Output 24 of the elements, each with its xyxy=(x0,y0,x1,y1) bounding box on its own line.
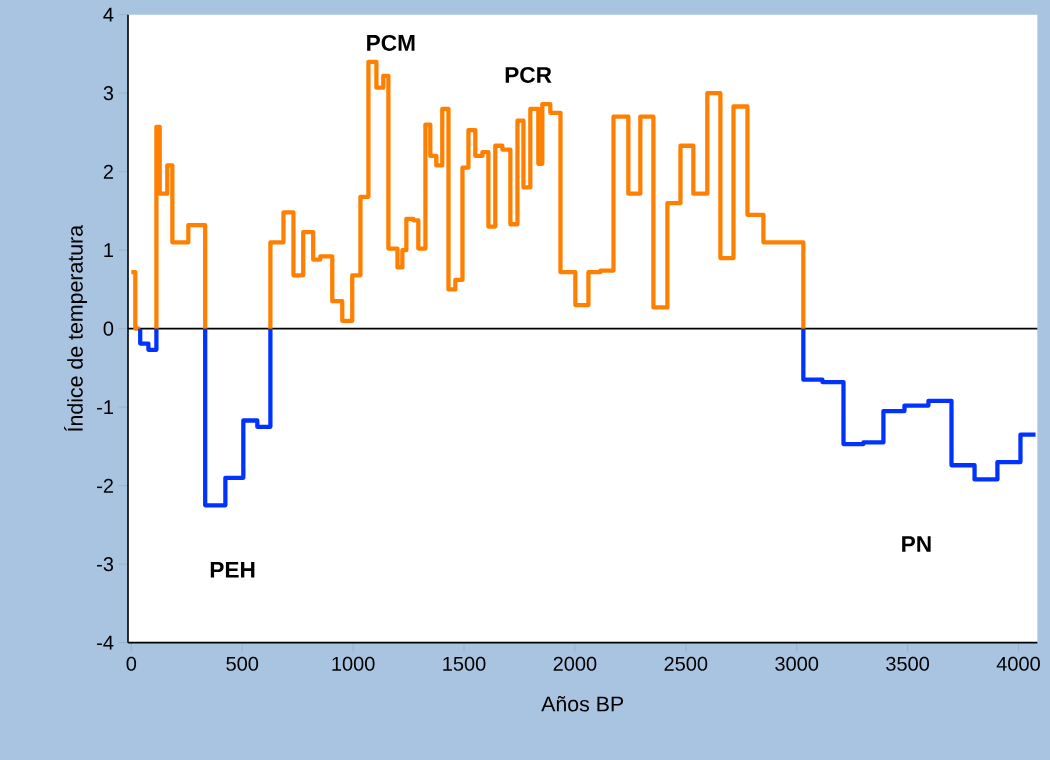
annotation: PEH xyxy=(210,562,255,578)
x-tick-label: 0 xyxy=(126,656,137,671)
y-tick-label: 1 xyxy=(104,243,113,258)
x-tick-label: 2500 xyxy=(664,656,708,671)
x-tick-label: 3000 xyxy=(775,656,819,671)
annotation: PCR xyxy=(505,66,552,83)
y-tick-label: 4 xyxy=(103,7,114,22)
y-tick-label: 0 xyxy=(103,321,114,336)
y-tick-label: -4 xyxy=(97,635,114,650)
x-tick-label: 2000 xyxy=(553,656,597,671)
y-axis-title: Índice de temperatura xyxy=(64,224,88,431)
y-tick-label: 3 xyxy=(103,86,114,101)
y-tick-label: -3 xyxy=(97,557,114,572)
y-tick-label: 2 xyxy=(103,164,113,179)
x-tick-label: 1500 xyxy=(443,656,486,671)
x-axis-title: Años BP xyxy=(541,696,624,712)
y-tick-label: -1 xyxy=(97,400,113,415)
y-tick-label: -2 xyxy=(97,478,113,493)
annotation: PCM xyxy=(367,34,415,51)
x-tick-label: 1000 xyxy=(332,656,375,671)
annotation: PN xyxy=(902,536,931,552)
x-tick-label: 4000 xyxy=(996,656,1040,671)
x-tick-label: 500 xyxy=(226,656,259,671)
x-tick-label: 3500 xyxy=(886,656,930,671)
